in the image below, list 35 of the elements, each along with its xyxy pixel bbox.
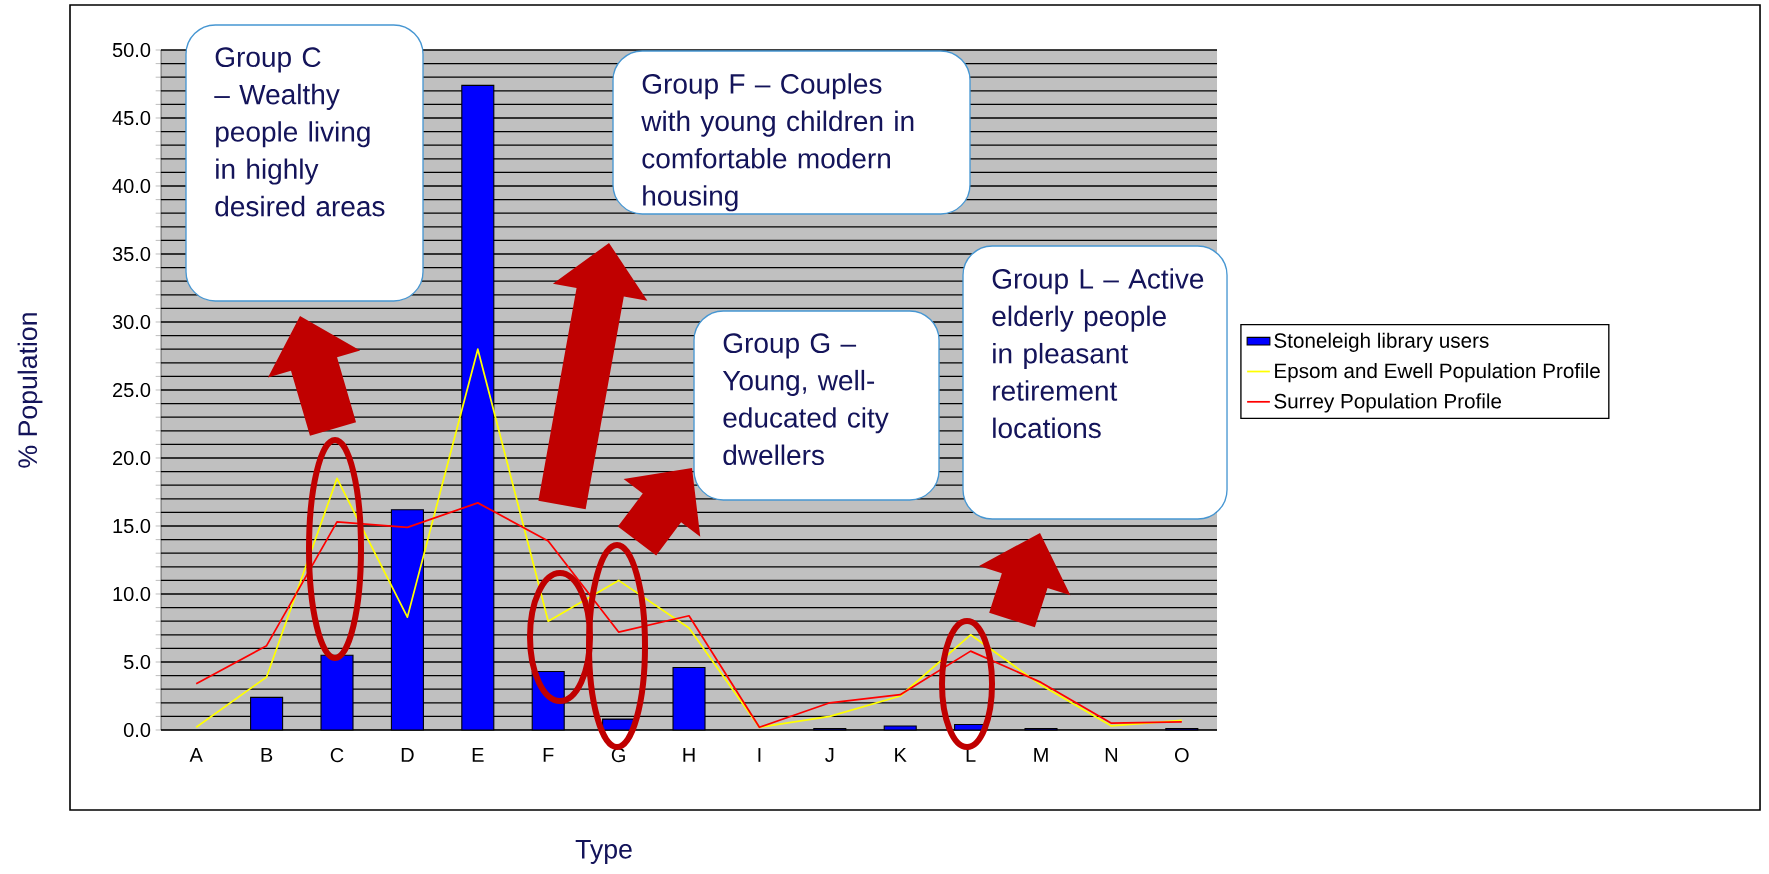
x-tick-label: K <box>895 748 907 762</box>
y-tick-label: 40.0 <box>112 178 151 194</box>
legend-label: Surrey Population Profile <box>1274 393 1502 413</box>
x-axis-title: Type <box>575 840 632 864</box>
x-tick-label: E <box>472 748 484 762</box>
y-tick-label: 10.0 <box>113 586 151 602</box>
x-tick-label: N <box>1105 748 1117 762</box>
y-tick-label: 30.0 <box>112 314 151 330</box>
y-tick-label: 20.0 <box>113 450 151 466</box>
y-tick-label: 5.0 <box>123 654 151 670</box>
y-tick-label: 45.0 <box>112 110 151 126</box>
y-tick-label: 25.0 <box>113 382 151 398</box>
x-tick-label: L <box>966 748 976 762</box>
annotation: Group L – Active elderly people in pleasant retirement locations <box>992 268 1204 439</box>
annotation: Group G – Young, well-educated city dwellers <box>722 333 889 466</box>
annotation: Group C – Wealthy people living in highly desired areas <box>214 47 385 217</box>
y-tick-label: 35.0 <box>112 246 151 262</box>
x-tick-label: D <box>401 748 414 762</box>
y-tick-label: 0.0 <box>123 722 151 738</box>
legend-label: Stoneleigh library users <box>1274 332 1489 352</box>
y-tick-label: 15.0 <box>113 518 151 534</box>
x-tick-label: C <box>330 748 344 763</box>
y-axis-title: % Population <box>17 313 43 468</box>
x-tick-label: M <box>1034 748 1048 762</box>
x-tick-label: J <box>825 748 834 762</box>
x-tick-label: I <box>758 748 761 762</box>
x-tick-label: F <box>543 748 554 762</box>
x-tick-label: B <box>261 748 273 762</box>
x-tick-label: O <box>1174 748 1189 763</box>
line-series <box>195 502 1183 729</box>
annotation: Group F – Couples with young children in comfortable modern housing <box>641 73 914 212</box>
x-tick-label: H <box>683 748 695 762</box>
y-tick-label: 50.0 <box>112 42 151 58</box>
legend-label: Epsom and Ewell Population Profile <box>1275 363 1600 383</box>
x-tick-label: A <box>189 748 203 762</box>
